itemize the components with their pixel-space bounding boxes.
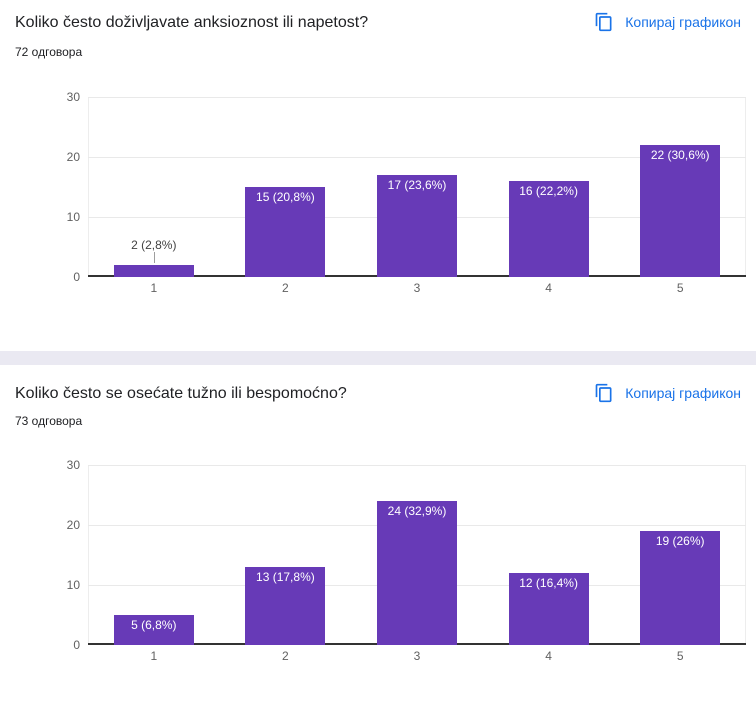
bar	[640, 145, 721, 277]
bar	[508, 181, 589, 277]
y-axis-tick-label: 20	[66, 150, 80, 164]
gridline	[88, 465, 746, 466]
copy-chart-button[interactable]: Копирај графикон	[594, 12, 741, 32]
bar-value-label: 19 (26%)	[655, 534, 705, 548]
bar	[113, 615, 194, 645]
bar-value-label: 5 (6,8%)	[131, 618, 177, 632]
plot-area	[88, 97, 746, 277]
bar	[377, 175, 457, 277]
copy-chart-label: Копирај графикон	[625, 14, 741, 30]
y-axis-tick-label: 10	[66, 210, 80, 224]
bar-value-label: 24 (32,9%)	[387, 504, 447, 518]
bar	[113, 265, 194, 277]
x-axis-category-label: 5	[676, 281, 684, 295]
y-axis-tick-label: 20	[66, 518, 80, 532]
y-axis-tick-label: 0	[73, 638, 80, 652]
x-axis-category-label: 4	[545, 281, 552, 295]
x-axis-category-label: 3	[413, 649, 421, 663]
y-axis-tick-label: 10	[66, 578, 80, 592]
copy-icon	[594, 12, 614, 32]
y-axis-tick-label: 30	[66, 90, 80, 104]
responses-count: 72 одговора	[15, 45, 83, 59]
bar-value-label: 12 (16,4%)	[519, 576, 578, 590]
gridline	[88, 157, 746, 158]
copy-chart-button[interactable]: Копирај графикон	[594, 383, 741, 403]
x-axis-category-label: 4	[545, 649, 552, 663]
bar	[245, 187, 326, 277]
x-axis-category-label: 1	[150, 281, 158, 295]
x-axis-category-label: 5	[676, 649, 684, 663]
responses-count: 73 одговора	[15, 414, 83, 428]
copy-chart-label: Копирај графикон	[625, 385, 741, 401]
bar-value-label: 17 (23,6%)	[387, 178, 447, 192]
bar-value-label: 22 (30,6%)	[650, 148, 710, 162]
y-axis-tick-label: 30	[66, 458, 80, 472]
bar-value-label: 13 (17,8%)	[256, 570, 315, 584]
chart-card-anxiety: Koliko često doživljavate anksioznost il…	[0, 0, 756, 351]
plot-area	[88, 465, 746, 645]
x-axis-category-label: 1	[150, 649, 158, 663]
bar	[377, 501, 457, 645]
gridline	[88, 97, 746, 98]
section-divider	[0, 351, 756, 365]
copy-icon	[594, 383, 614, 403]
bar-chart-sadness: 0 10 20 30 5 (6,8%) 1 13 (17,8%) 2 24 (32,9%) 3 12…	[0, 458, 756, 663]
question-title: Koliko često se osećate tužno ili bespom…	[15, 385, 347, 402]
bar-chart-anxiety: 0 10 20 30 2 (2,8%) 1 15 (20,8%) 2 17 (23,6%) 3 16…	[0, 90, 756, 295]
x-axis-category-label: 3	[413, 281, 421, 295]
bar-value-label: 16 (22,2%)	[519, 184, 578, 198]
bar	[245, 567, 326, 645]
bar-value-label: 2 (2,8%)	[131, 238, 177, 252]
bar	[508, 573, 589, 645]
bar-value-label: 15 (20,8%)	[256, 190, 315, 204]
bar	[640, 531, 721, 645]
question-title: Koliko često doživljavate anksioznost il…	[15, 14, 369, 31]
label-leader-line	[153, 252, 155, 263]
chart-card-sadness: Koliko često se osećate tužno ili bespom…	[0, 365, 756, 709]
x-axis-category-label: 2	[282, 649, 289, 663]
x-axis-category-label: 2	[282, 281, 289, 295]
y-axis-tick-label: 0	[73, 270, 80, 284]
